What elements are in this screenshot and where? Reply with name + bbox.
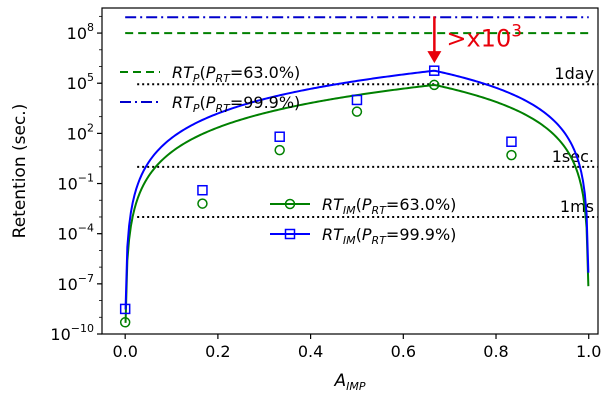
x-axis-label: AIMP: [333, 371, 365, 393]
legend-label-rtp_63: RTP(PRT=63.0%): [172, 63, 300, 85]
marker-rtim_999-3: [351, 94, 363, 106]
x-tick-label: 0.8: [483, 342, 508, 361]
x-tick-label: 0.0: [112, 342, 137, 361]
legend-marker-rtim_999: [284, 228, 296, 240]
legend-marker-rtim_63: [284, 198, 296, 210]
y-axis-label: Retention (sec.): [10, 104, 30, 239]
y-tick-label: 108: [67, 21, 94, 43]
legend: RTP(PRT=63.0%) RTP(PRT=99.9%) RTIM(PRT=63.…: [120, 63, 456, 247]
annotation-text: >x103: [446, 21, 522, 52]
marker-rtim_999-2: [274, 131, 285, 142]
reference-label: 1sec.: [552, 147, 594, 166]
marker-rtim_999-4: [428, 65, 440, 76]
plot-frame: [101, 7, 599, 335]
annotation-arrow-head: [427, 51, 442, 64]
x-tick-label: 0.4: [298, 342, 323, 361]
marker-rtim_63-3: [351, 106, 363, 117]
marker-rtim_63-0: [119, 317, 131, 328]
x-tick-label: 0.2: [205, 342, 230, 361]
legend-label-rtim_63: RTIM(PRT=63.0%): [322, 195, 456, 217]
axes: 0.0 0.2 0.4 0.6 0.8 1.0 10−10 10−7 10−4 10−1 102 10…: [10, 7, 601, 393]
marker-rtim_999-0: [119, 303, 131, 315]
plot-area: 1day 1sec. 1ms >x103: [119, 16, 598, 328]
marker-rtim_63-1: [197, 198, 208, 209]
y-tick-label: 102: [67, 121, 94, 143]
marker-rtim_999-5: [506, 136, 517, 147]
y-tick-label: 10−7: [57, 272, 94, 294]
y-tick-label: 10−4: [57, 222, 94, 244]
series-curve-rtim_999: [124, 69, 590, 310]
marker-rtim_63-2: [274, 144, 285, 156]
legend-label-rtim_999: RTIM(PRT=99.9%): [322, 225, 456, 247]
y-tick-label: 10−1: [57, 172, 94, 194]
y-tick-label: 10−10: [50, 322, 94, 344]
marker-rtim_999-1: [197, 184, 208, 196]
x-tick-label: 0.6: [391, 342, 416, 361]
y-tick-label: 105: [67, 71, 94, 93]
x-tick-label: 1.0: [576, 342, 601, 361]
reference-label: 1day: [554, 64, 594, 83]
marker-rtim_63-4: [428, 79, 440, 91]
marker-rtim_63-5: [506, 149, 517, 161]
legend-label-rtp_999: RTP(PRT=99.9%): [172, 93, 300, 115]
reference-label: 1ms: [560, 197, 594, 216]
